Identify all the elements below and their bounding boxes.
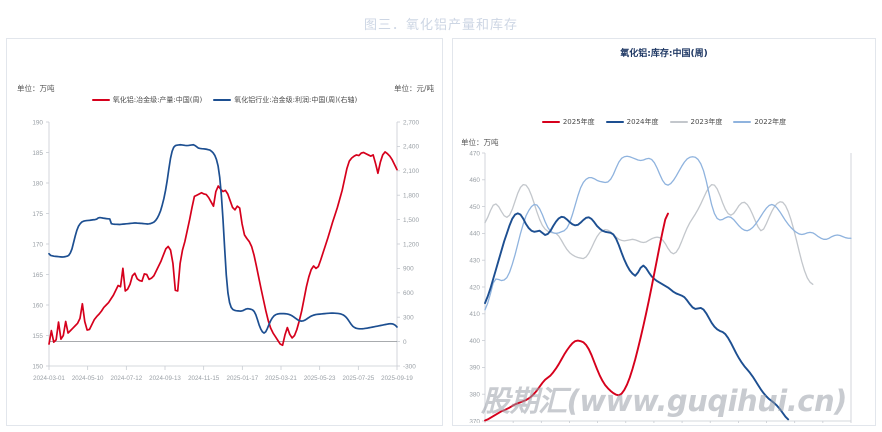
legend-label: 氧化铝行业:冶金级:利润:中国(周)(右轴) — [234, 96, 358, 104]
svg-text:400: 400 — [469, 338, 480, 345]
svg-text:2,700: 2,700 — [403, 119, 419, 126]
legend-item[interactable]: 2023年度 — [669, 117, 723, 127]
svg-text:165: 165 — [32, 272, 43, 279]
legend-swatch-icon — [669, 120, 688, 124]
svg-text:900: 900 — [403, 266, 414, 273]
series-line — [48, 143, 398, 334]
series-line — [48, 151, 398, 347]
svg-text:420: 420 — [469, 284, 480, 291]
svg-text:440: 440 — [469, 231, 480, 238]
svg-text:180: 180 — [32, 180, 43, 187]
svg-text:2025-01-17: 2025-01-17 — [227, 375, 259, 382]
series-line — [484, 212, 790, 421]
svg-text:1,800: 1,800 — [403, 193, 419, 200]
right-chart-axis-unit: 单位：万吨 — [461, 138, 499, 147]
figure-title: 图三．氧化铝产量和库存 — [363, 18, 518, 33]
right-chart-legend: 2025年度 2024年度 2023年度 2022年度 — [453, 117, 875, 127]
svg-text:185: 185 — [32, 150, 43, 157]
svg-text:2024-09-13: 2024-09-13 — [149, 375, 181, 382]
legend-item[interactable]: 2022年度 — [733, 117, 786, 127]
svg-text:2024-07-12: 2024-07-12 — [111, 375, 143, 382]
svg-text:2,400: 2,400 — [403, 144, 419, 151]
svg-text:600: 600 — [403, 290, 414, 297]
svg-text:370: 370 — [469, 418, 480, 423]
svg-text:1,500: 1,500 — [403, 217, 419, 224]
svg-text:380: 380 — [469, 392, 480, 399]
svg-text:2024-11-15: 2024-11-15 — [188, 375, 220, 382]
right-chart-panel: 氧化铝:库存:中国(周) 2025年度 2024年度 2023年度 2022年度 单位… — [452, 38, 876, 426]
legend-swatch-icon — [541, 120, 560, 124]
legend-label: 2022年度 — [754, 118, 787, 126]
svg-text:2,100: 2,100 — [403, 168, 419, 175]
left-chart-left-axis-unit: 单位：万吨 — [17, 84, 55, 93]
legend-item[interactable]: 氧化铝:冶金级:产量:中国(周) — [91, 95, 203, 105]
left-chart-legend: 氧化铝:冶金级:产量:中国(周) 氧化铝行业:冶金级:利润:中国(周)(右轴) — [7, 95, 442, 105]
series-line — [484, 183, 814, 285]
svg-text:2025-05-23: 2025-05-23 — [304, 375, 336, 382]
svg-text:170: 170 — [32, 241, 43, 248]
left-chart-right-axis-unit: 单位：元/吨 — [393, 84, 434, 93]
legend-label: 2024年度 — [626, 118, 659, 126]
legend-label: 2023年度 — [690, 118, 723, 126]
svg-text:190: 190 — [32, 119, 43, 126]
left-chart-plot: 150 155 160 165 170 175 180 185 190 -300 0 300 600 90… — [32, 119, 419, 382]
legend-swatch-icon — [91, 98, 110, 102]
svg-text:410: 410 — [469, 311, 480, 318]
svg-text:1,200: 1,200 — [403, 241, 419, 248]
svg-text:150: 150 — [32, 363, 43, 370]
legend-swatch-icon — [213, 98, 232, 102]
legend-swatch-icon — [605, 120, 624, 124]
right-chart-title: 氧化铝:库存:中国(周) — [620, 49, 708, 59]
svg-text:155: 155 — [32, 333, 43, 340]
svg-text:450: 450 — [469, 204, 480, 211]
svg-text:390: 390 — [469, 365, 480, 372]
svg-text:470: 470 — [469, 150, 480, 157]
series-line — [484, 212, 669, 422]
svg-text:0: 0 — [403, 339, 407, 346]
left-chart-panel: 氧化铝:冶金级:产量:中国(周) 氧化铝行业:冶金级:利润:中国(周)(右轴) 单… — [6, 38, 443, 426]
svg-text:175: 175 — [32, 211, 43, 218]
legend-swatch-icon — [733, 120, 752, 124]
svg-text:2024-05-10: 2024-05-10 — [72, 375, 104, 382]
svg-text:-300: -300 — [403, 363, 416, 370]
legend-item[interactable]: 氧化铝行业:冶金级:利润:中国(周)(右轴) — [213, 95, 357, 105]
right-chart-plot: 370380390400410420430440450460470第1周第5周第… — [469, 150, 852, 423]
svg-text:300: 300 — [403, 315, 414, 322]
svg-text:2025-07-25: 2025-07-25 — [343, 375, 375, 382]
svg-text:160: 160 — [32, 302, 43, 309]
legend-item[interactable]: 2024年度 — [605, 117, 659, 127]
legend-item[interactable]: 2025年度 — [541, 117, 595, 127]
legend-label: 2025年度 — [562, 118, 595, 126]
svg-text:2025-03-21: 2025-03-21 — [265, 375, 297, 382]
series-line — [484, 155, 852, 311]
svg-text:460: 460 — [469, 177, 480, 184]
svg-text:430: 430 — [469, 258, 480, 265]
svg-text:2025-09-19: 2025-09-19 — [381, 375, 413, 382]
svg-text:2024-03-01: 2024-03-01 — [33, 375, 65, 382]
legend-label: 氧化铝:冶金级:产量:中国(周) — [112, 96, 203, 104]
